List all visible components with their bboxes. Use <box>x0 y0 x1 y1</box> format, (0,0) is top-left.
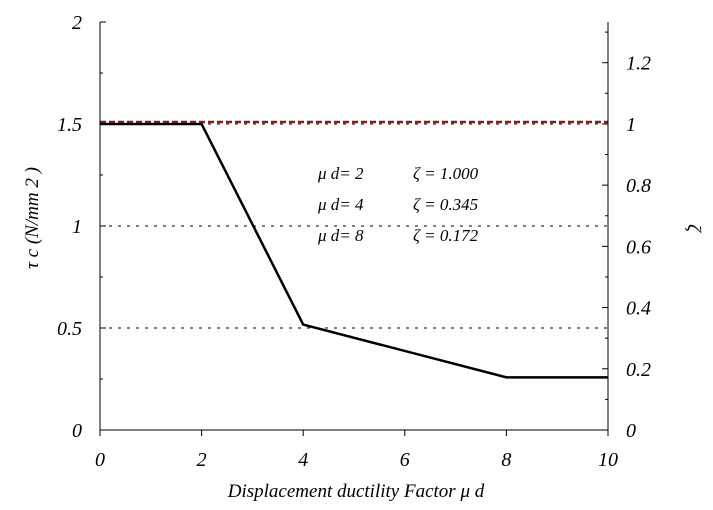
x-tick-label-6: 6 <box>400 449 410 471</box>
y2-tick-label-0: 0 <box>626 420 636 442</box>
y2-tick-label-1: 1 <box>626 114 636 136</box>
gridlines <box>100 123 608 329</box>
y-tick-label-0: 0 <box>72 420 82 442</box>
annotation-block: μ d= 2 ζ = 1.000 μ d= 4 ζ = 0.345 μ d= 8… <box>317 164 479 245</box>
x-tick-label-10: 10 <box>598 449 618 471</box>
y-tick-label-1: 1 <box>72 216 82 238</box>
annotation-mu-2: μ d= 4 <box>317 195 364 214</box>
y-tick-label-1.5: 1.5 <box>57 114 82 136</box>
series-line-1 <box>100 122 608 379</box>
y2-tick-label-0.6: 0.6 <box>626 236 651 258</box>
y-axis-title: τ c (N/mm 2 ) <box>22 167 43 269</box>
y2-tick-label-0.4: 0.4 <box>626 298 651 320</box>
annotation-zeta-2: ζ = 0.345 <box>413 195 478 214</box>
y2-axis-title: ζ <box>683 224 704 233</box>
annotation-zeta-3: ζ = 0.172 <box>413 226 479 245</box>
y-tick-label-2: 2 <box>72 12 82 34</box>
y2-tick-label-0.8: 0.8 <box>626 175 651 197</box>
x-tick-label-2: 2 <box>197 449 207 471</box>
series-group <box>99 122 609 379</box>
annotation-mu-3: μ d= 8 <box>317 226 364 245</box>
annotation-mu-1: μ d= 2 <box>317 164 364 183</box>
x-tick-label-0: 0 <box>95 449 105 471</box>
tick-labels: 0 2 4 6 8 10 0 0.5 1 1.5 2 0 0.2 0.4 0.6 0.8 1 1.2 <box>57 12 651 471</box>
x-tick-label-4: 4 <box>298 449 308 471</box>
y2-tick-label-1.2: 1.2 <box>626 53 651 75</box>
y2-tick-label-0.2: 0.2 <box>626 359 651 381</box>
x-axis-title: Displacement ductility Factor μ d <box>227 481 485 502</box>
y-tick-label-0.5: 0.5 <box>57 318 82 340</box>
x-tick-label-8: 8 <box>501 449 511 471</box>
annotation-zeta-1: ζ = 1.000 <box>413 164 479 183</box>
axes <box>99 21 609 436</box>
